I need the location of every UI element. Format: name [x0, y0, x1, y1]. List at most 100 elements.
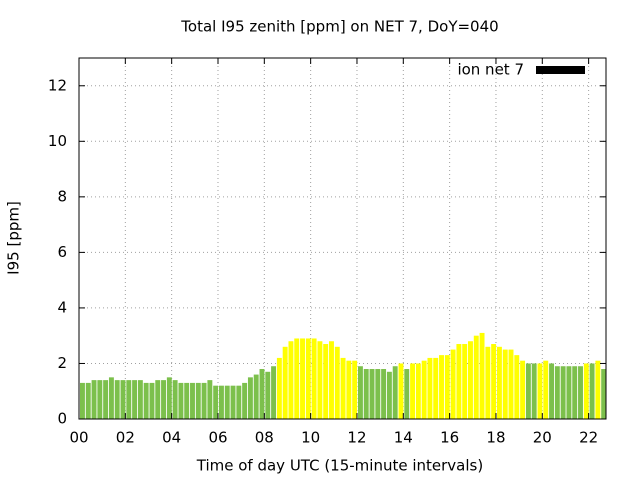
bar [485, 346, 491, 419]
bar [91, 380, 97, 419]
x-tick-label: 08 [255, 429, 274, 447]
bar [166, 377, 172, 419]
bar [334, 346, 340, 419]
y-axis-label: I95 [ppm] [5, 201, 23, 275]
y-tick-label: 6 [57, 243, 67, 261]
x-tick-label: 16 [440, 429, 459, 447]
x-tick-label: 22 [579, 429, 598, 447]
bar [97, 380, 103, 419]
bar [161, 380, 166, 419]
x-tick-label: 02 [116, 429, 135, 447]
bar [120, 380, 126, 419]
bar [213, 385, 219, 419]
bar [352, 360, 358, 419]
bar [155, 380, 161, 419]
bar [305, 338, 311, 419]
bar [294, 338, 300, 419]
bar [276, 357, 282, 419]
bar [589, 363, 595, 419]
bar [317, 341, 323, 419]
bar [508, 349, 514, 419]
bar [525, 363, 531, 419]
bars [80, 332, 606, 419]
bar [543, 360, 549, 419]
bar [108, 377, 114, 419]
bar [340, 357, 346, 419]
bar [195, 382, 201, 419]
y-tick-label: 8 [57, 187, 67, 205]
bar [601, 369, 606, 419]
x-axis-label: Time of day UTC (15-minute intervals) [196, 457, 483, 475]
bar [132, 380, 138, 419]
bar [323, 344, 329, 419]
bar [149, 382, 155, 419]
y-tick-label: 10 [48, 132, 67, 150]
bar [357, 366, 363, 419]
bar [178, 382, 184, 419]
bar [271, 366, 277, 419]
bar [404, 369, 410, 419]
bar [230, 385, 236, 419]
bar [439, 355, 444, 419]
bar [456, 344, 462, 419]
bar [172, 380, 178, 419]
bar [329, 341, 334, 419]
bar [363, 369, 369, 419]
bar [462, 344, 468, 419]
x-tick-label: 06 [208, 429, 227, 447]
bar [242, 382, 248, 419]
bar [572, 366, 578, 419]
legend-swatch [536, 66, 585, 74]
bar [247, 377, 253, 419]
chart-title: Total I95 zenith [ppm] on NET 7, DoY=040 [180, 18, 498, 36]
bar [427, 357, 433, 419]
x-tick-label: 18 [486, 429, 505, 447]
bar [311, 338, 317, 419]
x-tick-label: 10 [301, 429, 320, 447]
bar [514, 355, 520, 419]
bar [410, 363, 416, 419]
bar [236, 385, 242, 419]
bar [190, 382, 195, 419]
bar [415, 363, 421, 419]
bar [85, 382, 91, 419]
bar [473, 335, 479, 419]
bar [502, 349, 508, 419]
bar [531, 363, 537, 419]
y-tick-label: 4 [57, 298, 67, 316]
x-tick-label: 04 [162, 429, 181, 447]
bar [143, 382, 149, 419]
x-tick-label: 20 [533, 429, 552, 447]
bar [207, 380, 213, 419]
bar [496, 346, 502, 419]
bar [288, 341, 294, 419]
bar [520, 360, 526, 419]
bar [421, 360, 427, 419]
bar [224, 385, 230, 419]
bar [218, 385, 224, 419]
bar [595, 360, 601, 419]
bar [537, 363, 543, 419]
bar [375, 369, 381, 419]
y-tick-label: 0 [57, 410, 67, 428]
bar [468, 341, 473, 419]
bar [578, 366, 583, 419]
bar [381, 369, 387, 419]
x-tick-label: 14 [394, 429, 413, 447]
bar [126, 380, 132, 419]
bar [253, 374, 259, 419]
bar [300, 338, 305, 419]
bar [80, 382, 85, 419]
bar [433, 357, 439, 419]
bar [386, 371, 392, 419]
bar [491, 344, 497, 419]
bar [479, 332, 485, 419]
bar [450, 349, 456, 419]
x-tick-label: 00 [69, 429, 88, 447]
bar [201, 382, 207, 419]
legend-label: ion net 7 [457, 61, 524, 79]
bar [369, 369, 375, 419]
bar [549, 363, 555, 419]
